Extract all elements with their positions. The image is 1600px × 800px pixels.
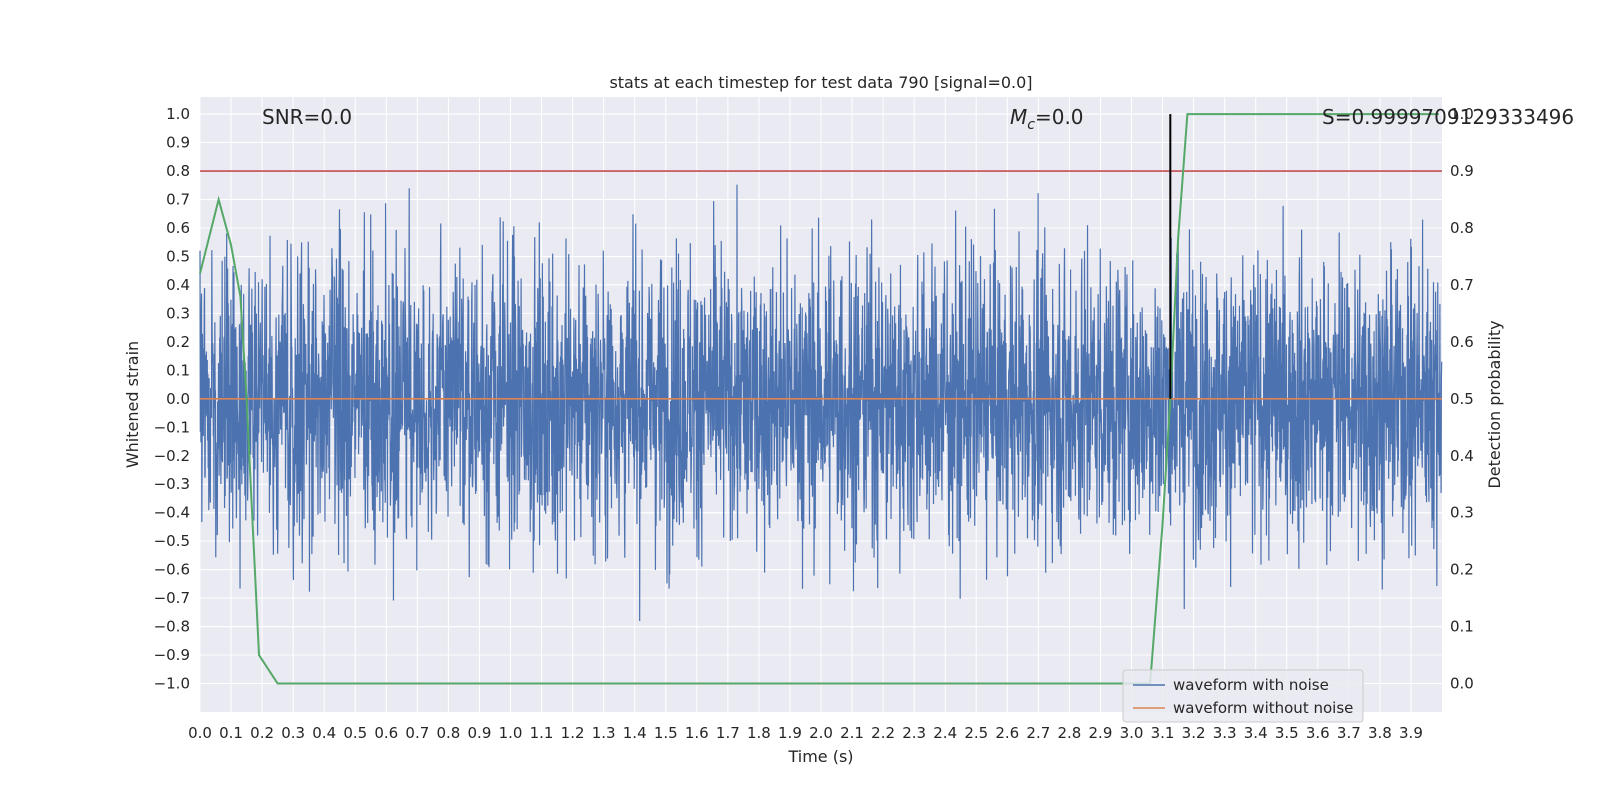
annotation-mc-subscript: c — [1027, 117, 1035, 133]
x-tick-label: 0.6 — [374, 724, 398, 742]
y-right-tick-label: 0.5 — [1450, 390, 1474, 408]
x-tick-label: 3.7 — [1337, 724, 1361, 742]
x-tick-label: 0.9 — [468, 724, 492, 742]
y-left-tick-label: 0.2 — [166, 333, 190, 351]
x-tick-label: 2.3 — [902, 724, 926, 742]
x-tick-label: 1.5 — [654, 724, 678, 742]
legend-label-noise: waveform with noise — [1173, 676, 1329, 694]
y-left-tick-label: 0.0 — [166, 390, 190, 408]
series-detection-probability — [199, 113, 1439, 685]
x-tick-label: 2.5 — [964, 724, 988, 742]
y-left-tick-label: 1.0 — [166, 105, 190, 123]
y-left-tick-label: 0.9 — [166, 134, 190, 152]
y-right-tick-label: 0.8 — [1450, 219, 1474, 237]
y-left-tick-label: −0.5 — [154, 532, 190, 550]
y-left-tick-label: −1.0 — [154, 675, 190, 693]
y-right-tick-label: 0.1 — [1450, 618, 1474, 636]
x-tick-label: 0.3 — [281, 724, 305, 742]
x-tick-label: 1.7 — [716, 724, 740, 742]
annotation-mc-value: =0.0 — [1035, 105, 1084, 129]
y-left-tick-label: 0.5 — [166, 247, 190, 265]
x-tick-label: 2.4 — [933, 724, 957, 742]
y-left-tick-label: 0.3 — [166, 304, 190, 322]
y-left-tick-label: −0.2 — [154, 447, 190, 465]
x-tick-label: 3.1 — [1151, 724, 1175, 742]
y-left-tick-label: −0.8 — [154, 618, 190, 636]
annotation-mc-symbol: M — [1010, 105, 1027, 129]
x-tick-label: 3.0 — [1120, 724, 1144, 742]
x-tick-label: 2.0 — [809, 724, 833, 742]
noise-waveform-path — [199, 184, 1443, 621]
y-right-tick-label: 0.0 — [1450, 675, 1474, 693]
y-left-tick-label: −0.4 — [154, 504, 190, 522]
y-right-tick-label: 0.2 — [1450, 561, 1474, 579]
series-waveform-with-noise — [199, 184, 1443, 621]
x-tick-labels: 0.0 0.1 0.2 0.3 0.4 0.5 0.6 0.7 0.8 0.9 1.0 1.1 1.2 1… — [188, 724, 1423, 742]
y-left-tick-label: 0.8 — [166, 162, 190, 180]
y-left-axis-label: Whitened strain — [123, 341, 142, 468]
x-tick-label: 0.0 — [188, 724, 212, 742]
x-tick-label: 0.7 — [405, 724, 429, 742]
y-right-tick-label: 0.9 — [1450, 162, 1474, 180]
x-tick-label: 3.4 — [1244, 724, 1268, 742]
y-left-tick-label: −0.6 — [154, 561, 190, 579]
x-tick-label: 0.1 — [219, 724, 243, 742]
x-tick-label: 1.4 — [623, 724, 647, 742]
annotation-snr: SNR=0.0 — [262, 105, 352, 129]
x-tick-label: 2.1 — [840, 724, 864, 742]
y-left-tick-label: −0.3 — [154, 475, 190, 493]
legend-box — [1122, 669, 1364, 723]
y-right-axis-label: Detection probability — [1485, 320, 1504, 488]
y-left-tick-label: 0.7 — [166, 191, 190, 209]
y-left-tick-label: −0.1 — [154, 418, 190, 436]
legend-label-clean: waveform without noise — [1173, 699, 1353, 717]
x-tick-label: 3.5 — [1275, 724, 1299, 742]
x-tick-label: 2.9 — [1089, 724, 1113, 742]
x-tick-label: 3.9 — [1399, 724, 1423, 742]
x-tick-label: 2.2 — [871, 724, 895, 742]
legend: waveform with noise waveform without noi… — [1122, 669, 1364, 723]
x-tick-label: 3.3 — [1213, 724, 1237, 742]
x-tick-label: 0.4 — [312, 724, 336, 742]
x-tick-label: 3.8 — [1368, 724, 1392, 742]
x-tick-label: 0.2 — [250, 724, 274, 742]
y-right-tick-label: 0.7 — [1450, 276, 1474, 294]
y-left-tick-label: −0.9 — [154, 646, 190, 664]
x-tick-label: 3.2 — [1182, 724, 1206, 742]
x-tick-label: 2.7 — [1026, 724, 1050, 742]
y-left-tick-label: 0.4 — [166, 276, 190, 294]
y-right-tick-label: 0.4 — [1450, 447, 1474, 465]
annotation-chirp-mass: Mc=0.0 — [1010, 105, 1084, 133]
x-tick-label: 1.8 — [747, 724, 771, 742]
x-tick-label: 0.8 — [436, 724, 460, 742]
y-right-tick-label: 0.6 — [1450, 333, 1474, 351]
x-tick-label: 3.6 — [1306, 724, 1330, 742]
x-tick-label: 1.2 — [561, 724, 585, 742]
y-left-tick-labels: 1.0 0.9 0.8 0.7 0.6 0.5 0.4 0.3 0.2 0.1 0.0 −0.1 −0.… — [154, 105, 190, 692]
x-tick-label: 2.6 — [995, 724, 1019, 742]
x-tick-label: 2.8 — [1057, 724, 1081, 742]
y-left-tick-label: 0.1 — [166, 361, 190, 379]
x-tick-label: 1.3 — [592, 724, 616, 742]
y-right-tick-labels: 1.0 0.9 0.8 0.7 0.6 0.5 0.4 0.3 0.2 0.1 0.0 — [1450, 105, 1474, 692]
y-left-tick-label: 0.6 — [166, 219, 190, 237]
x-tick-label: 1.1 — [530, 724, 554, 742]
annotation-score: S=0.9999709129333496 — [1322, 105, 1574, 129]
x-tick-label: 1.0 — [499, 724, 523, 742]
y-left-tick-label: −0.7 — [154, 589, 190, 607]
x-axis-label: Time (s) — [787, 747, 853, 766]
x-tick-label: 0.5 — [343, 724, 367, 742]
probability-curve — [199, 113, 1439, 685]
y-right-tick-label: 0.3 — [1450, 504, 1474, 522]
y-right-tick-label: 1.0 — [1450, 105, 1474, 123]
x-tick-label: 1.6 — [685, 724, 709, 742]
chart-title: stats at each timestep for test data 790… — [609, 73, 1032, 92]
x-tick-label: 1.9 — [778, 724, 802, 742]
